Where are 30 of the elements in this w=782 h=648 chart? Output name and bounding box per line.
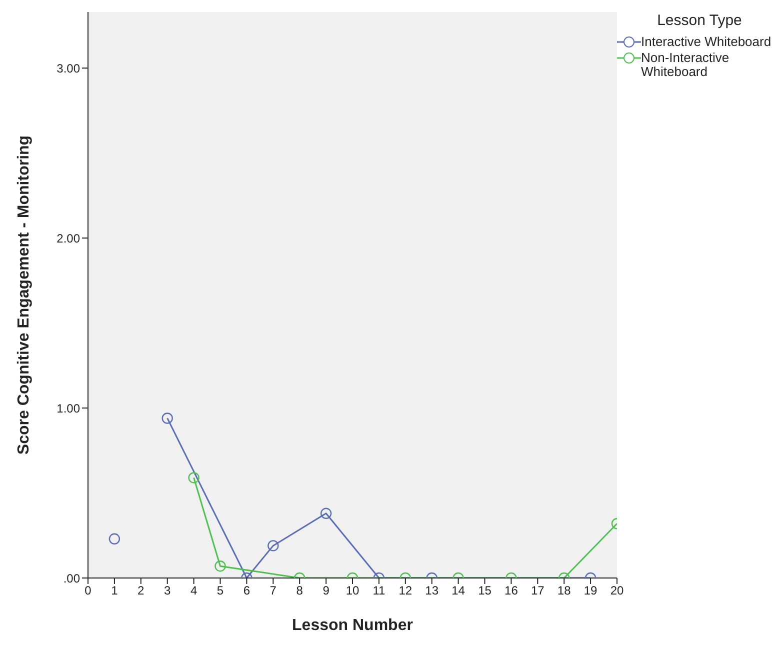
x-tick-label: 15 [478,584,492,598]
x-tick-label: 8 [296,584,304,598]
x-axis-title: Lesson Number [292,617,413,634]
x-tick-label: 2 [138,584,145,598]
y-tick-label: 1.00 [56,401,80,416]
x-tick-label: 19 [584,584,598,598]
x-tick-label: 5 [216,584,224,598]
x-tick-label: 13 [425,584,439,598]
x-tick-label: 18 [557,584,572,598]
x-tick-label: 4 [190,584,198,598]
x-tick-label: 14 [452,584,466,598]
y-axis-title: Score Cognitive Engagement - Monitoring [16,135,33,455]
x-tick-label: 6 [243,584,250,598]
y-tick-label: 2.00 [56,231,80,246]
x-tick-label: 1 [111,584,118,598]
x-tick-label: 16 [504,584,518,598]
x-tick-label: 7 [270,584,277,598]
legend-label: Non-Interactive Whiteboard [641,50,730,79]
legend-title: Lesson Type [656,12,743,29]
x-tick-label: 12 [398,584,412,598]
x-tick-label: 10 [346,584,360,598]
x-tick-label: 0 [84,584,92,598]
x-tick-label: 11 [372,584,386,598]
x-tick-label: 9 [322,584,330,598]
y-tick-label: 3.00 [56,61,80,76]
x-tick-label: 17 [530,584,545,598]
y-tick-label: .00 [63,571,80,586]
x-tick-label: 20 [610,584,624,598]
legend-label: Interactive Whiteboard [641,34,772,49]
x-tick-label: 3 [164,584,172,598]
